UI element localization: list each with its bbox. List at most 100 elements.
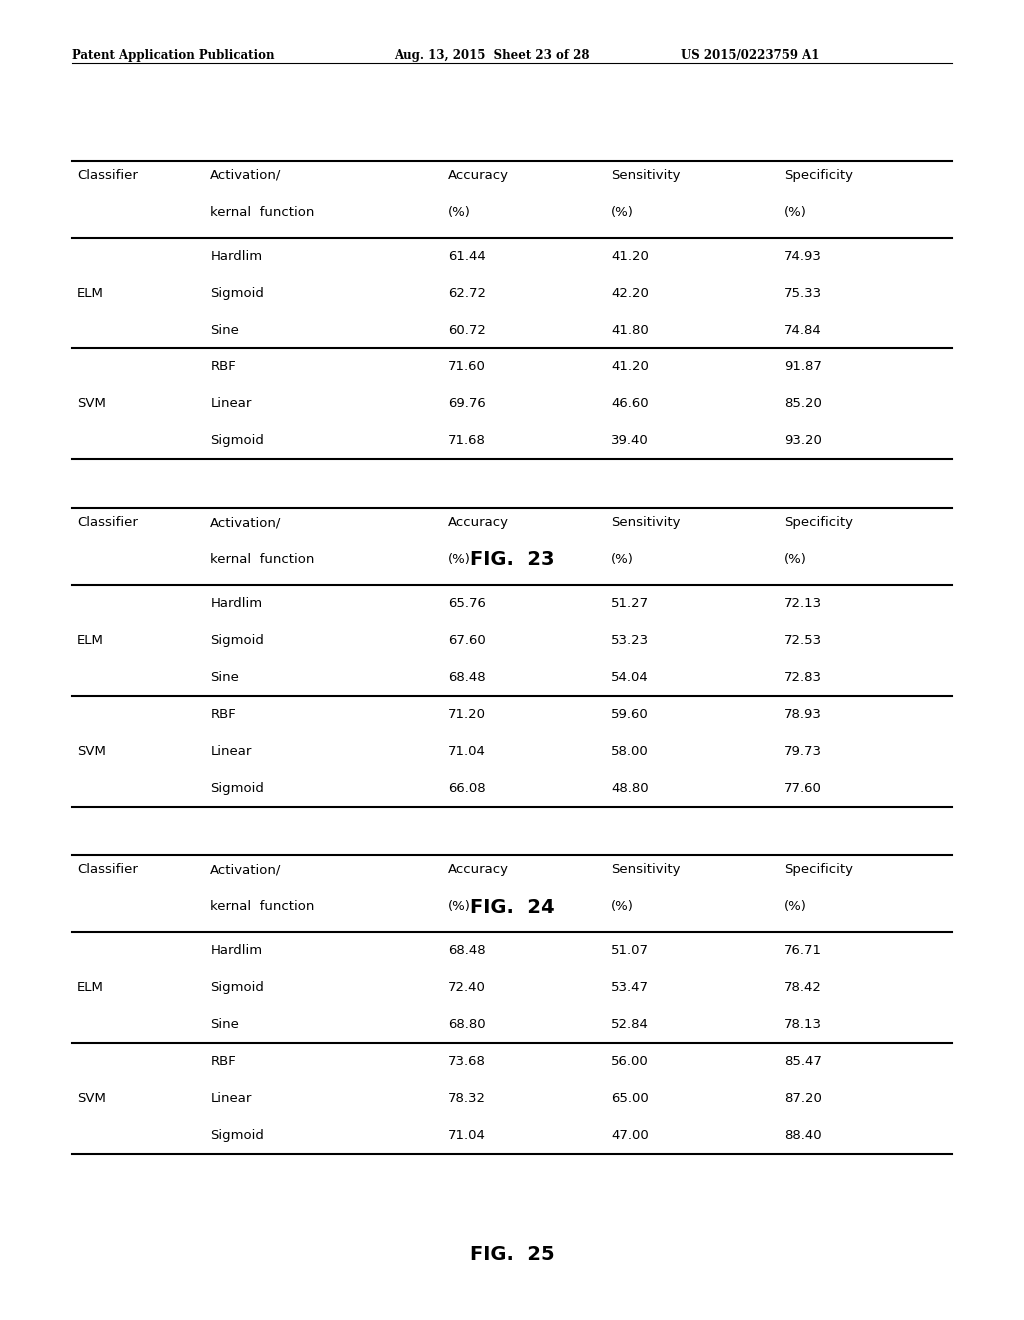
Text: 58.00: 58.00 — [611, 744, 649, 758]
Text: 59.60: 59.60 — [611, 708, 649, 721]
Text: (%): (%) — [447, 206, 471, 219]
Text: Classifier: Classifier — [77, 516, 137, 529]
Text: 68.48: 68.48 — [447, 944, 485, 957]
Text: ELM: ELM — [77, 981, 103, 994]
Text: Classifier: Classifier — [77, 863, 137, 876]
Text: Patent Application Publication: Patent Application Publication — [72, 49, 274, 62]
Text: kernal  function: kernal function — [210, 553, 314, 566]
Text: ELM: ELM — [77, 634, 103, 647]
Text: 61.44: 61.44 — [447, 249, 485, 263]
Text: 71.20: 71.20 — [447, 708, 485, 721]
Text: Activation/: Activation/ — [210, 516, 282, 529]
Text: 88.40: 88.40 — [784, 1129, 822, 1142]
Text: 76.71: 76.71 — [784, 944, 822, 957]
Text: 78.32: 78.32 — [447, 1092, 485, 1105]
Text: 62.72: 62.72 — [447, 286, 485, 300]
Text: 74.84: 74.84 — [784, 323, 822, 337]
Text: 41.80: 41.80 — [611, 323, 649, 337]
Text: 41.20: 41.20 — [611, 249, 649, 263]
Text: 79.73: 79.73 — [784, 744, 822, 758]
Text: Classifier: Classifier — [77, 169, 137, 182]
Text: 71.60: 71.60 — [447, 360, 485, 374]
Text: 78.13: 78.13 — [784, 1018, 822, 1031]
Text: Sigmoid: Sigmoid — [210, 981, 264, 994]
Text: FIG.  23: FIG. 23 — [470, 550, 554, 569]
Text: 54.04: 54.04 — [611, 671, 649, 684]
Text: (%): (%) — [784, 206, 807, 219]
Text: 53.23: 53.23 — [611, 634, 649, 647]
Text: SVM: SVM — [77, 744, 105, 758]
Text: 72.83: 72.83 — [784, 671, 822, 684]
Text: Activation/: Activation/ — [210, 169, 282, 182]
Text: 52.84: 52.84 — [611, 1018, 649, 1031]
Text: kernal  function: kernal function — [210, 206, 314, 219]
Text: 56.00: 56.00 — [611, 1055, 649, 1068]
Text: Accuracy: Accuracy — [447, 516, 509, 529]
Text: 85.20: 85.20 — [784, 397, 822, 411]
Text: ELM: ELM — [77, 286, 103, 300]
Text: RBF: RBF — [210, 708, 237, 721]
Text: Sensitivity: Sensitivity — [611, 863, 681, 876]
Text: 51.27: 51.27 — [611, 597, 649, 610]
Text: (%): (%) — [611, 553, 634, 566]
Text: 75.33: 75.33 — [784, 286, 822, 300]
Text: 66.08: 66.08 — [447, 781, 485, 795]
Text: 72.53: 72.53 — [784, 634, 822, 647]
Text: 73.68: 73.68 — [447, 1055, 485, 1068]
Text: 72.13: 72.13 — [784, 597, 822, 610]
Text: (%): (%) — [784, 553, 807, 566]
Text: Sine: Sine — [210, 671, 240, 684]
Text: 69.76: 69.76 — [447, 397, 485, 411]
Text: FIG.  25: FIG. 25 — [470, 1245, 554, 1263]
Text: Linear: Linear — [210, 1092, 252, 1105]
Text: Specificity: Specificity — [784, 863, 853, 876]
Text: FIG.  24: FIG. 24 — [470, 898, 554, 916]
Text: 46.60: 46.60 — [611, 397, 649, 411]
Text: (%): (%) — [784, 900, 807, 913]
Text: 42.20: 42.20 — [611, 286, 649, 300]
Text: 53.47: 53.47 — [611, 981, 649, 994]
Text: Activation/: Activation/ — [210, 863, 282, 876]
Text: Specificity: Specificity — [784, 169, 853, 182]
Text: Sensitivity: Sensitivity — [611, 169, 681, 182]
Text: 68.48: 68.48 — [447, 671, 485, 684]
Text: 74.93: 74.93 — [784, 249, 822, 263]
Text: 67.60: 67.60 — [447, 634, 485, 647]
Text: 71.04: 71.04 — [447, 744, 485, 758]
Text: 41.20: 41.20 — [611, 360, 649, 374]
Text: 51.07: 51.07 — [611, 944, 649, 957]
Text: Hardlim: Hardlim — [210, 597, 262, 610]
Text: 71.68: 71.68 — [447, 434, 485, 447]
Text: 91.87: 91.87 — [784, 360, 822, 374]
Text: RBF: RBF — [210, 1055, 237, 1068]
Text: 39.40: 39.40 — [611, 434, 649, 447]
Text: SVM: SVM — [77, 1092, 105, 1105]
Text: SVM: SVM — [77, 397, 105, 411]
Text: (%): (%) — [611, 900, 634, 913]
Text: 47.00: 47.00 — [611, 1129, 649, 1142]
Text: (%): (%) — [611, 206, 634, 219]
Text: Sine: Sine — [210, 323, 240, 337]
Text: Accuracy: Accuracy — [447, 863, 509, 876]
Text: kernal  function: kernal function — [210, 900, 314, 913]
Text: (%): (%) — [447, 553, 471, 566]
Text: Accuracy: Accuracy — [447, 169, 509, 182]
Text: 77.60: 77.60 — [784, 781, 822, 795]
Text: 85.47: 85.47 — [784, 1055, 822, 1068]
Text: 60.72: 60.72 — [447, 323, 485, 337]
Text: Linear: Linear — [210, 397, 252, 411]
Text: Sigmoid: Sigmoid — [210, 634, 264, 647]
Text: Specificity: Specificity — [784, 516, 853, 529]
Text: 78.42: 78.42 — [784, 981, 822, 994]
Text: Sigmoid: Sigmoid — [210, 434, 264, 447]
Text: 65.00: 65.00 — [611, 1092, 649, 1105]
Text: 93.20: 93.20 — [784, 434, 822, 447]
Text: 71.04: 71.04 — [447, 1129, 485, 1142]
Text: 48.80: 48.80 — [611, 781, 649, 795]
Text: 68.80: 68.80 — [447, 1018, 485, 1031]
Text: Sensitivity: Sensitivity — [611, 516, 681, 529]
Text: Linear: Linear — [210, 744, 252, 758]
Text: Sigmoid: Sigmoid — [210, 286, 264, 300]
Text: 87.20: 87.20 — [784, 1092, 822, 1105]
Text: US 2015/0223759 A1: US 2015/0223759 A1 — [681, 49, 819, 62]
